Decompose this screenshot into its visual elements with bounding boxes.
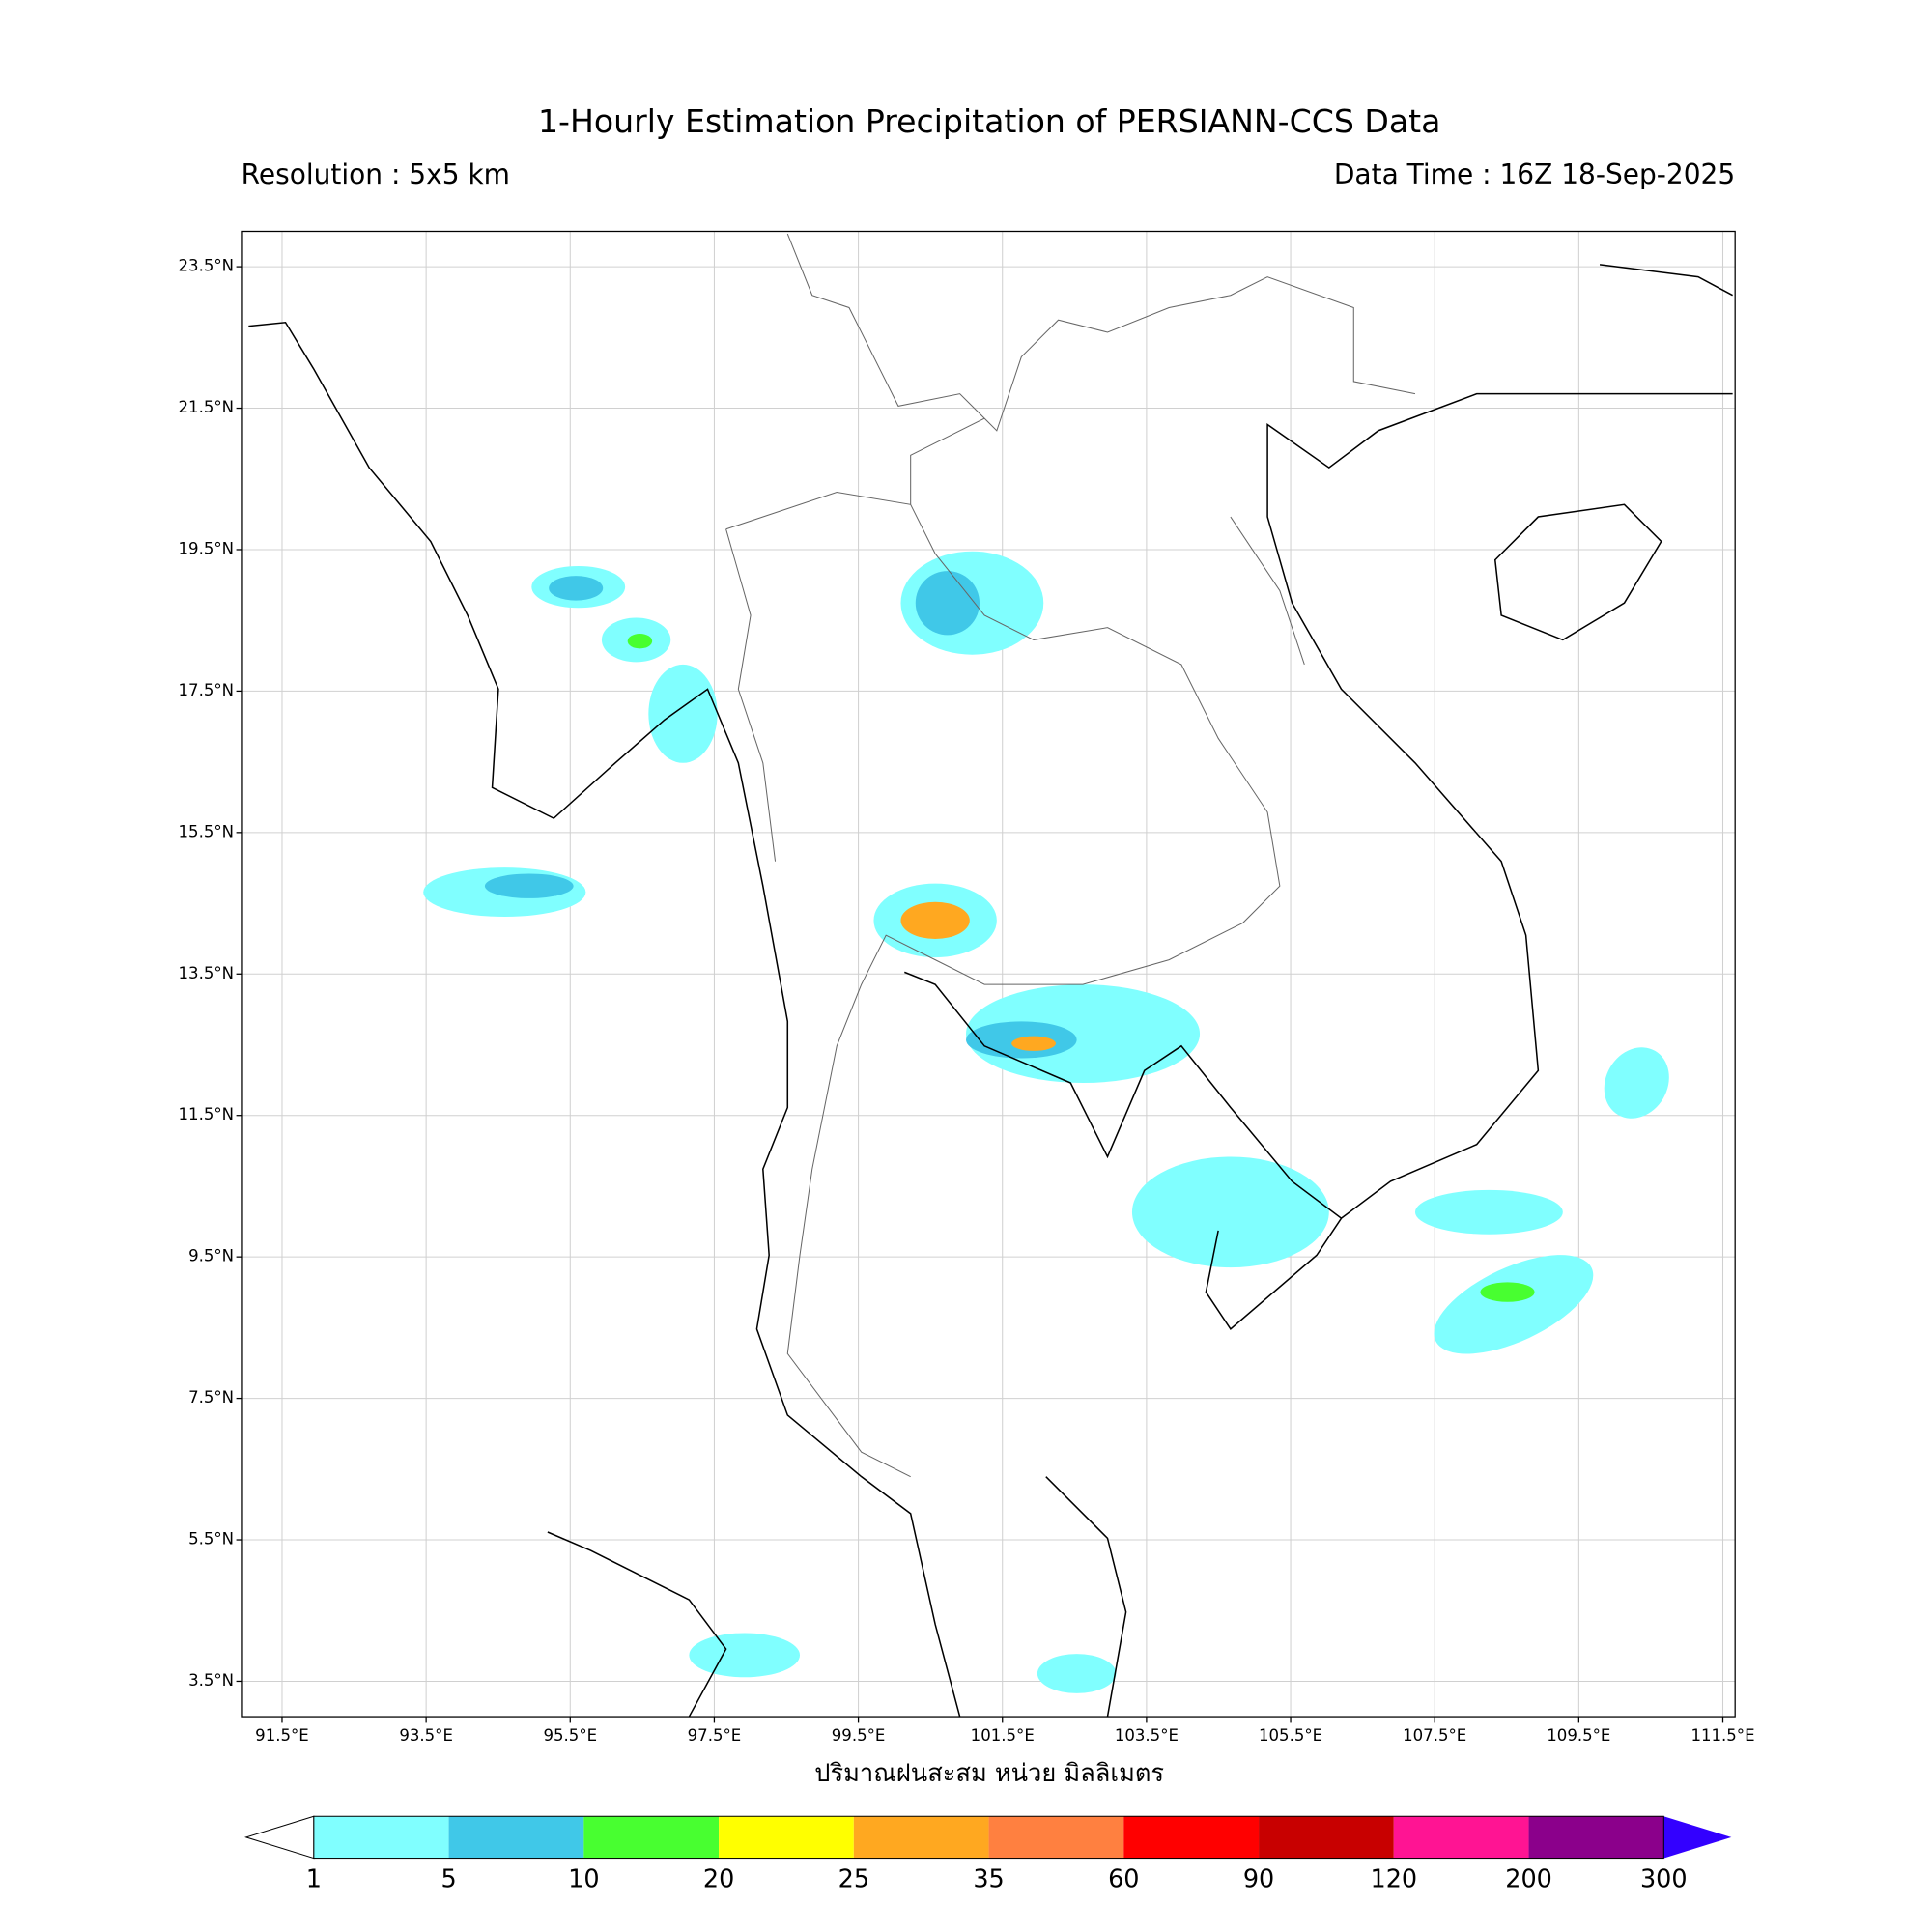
coastline <box>904 392 1733 1330</box>
rain-area <box>1604 1047 1669 1119</box>
colorbar-segment <box>1123 1816 1260 1859</box>
colorbar-label: 25 <box>838 1864 869 1893</box>
colorbar-label: 60 <box>1108 1864 1139 1893</box>
rain-area <box>484 873 574 898</box>
colorbar-segment <box>988 1816 1124 1859</box>
rain-area <box>1011 1036 1056 1051</box>
rain-area <box>900 901 970 939</box>
border <box>786 233 1416 666</box>
y-tick-label: 5.5°N <box>188 1530 234 1548</box>
x-tick-label: 93.5°E <box>399 1726 453 1745</box>
colorbar-label: 90 <box>1243 1864 1274 1893</box>
rain-area <box>689 1633 801 1678</box>
x-tick-label: 103.5°E <box>1115 1726 1179 1745</box>
x-tick-label: 97.5°E <box>688 1726 742 1745</box>
colorbar: 1 5 10 20 25 35 60 90 120 200 300 <box>244 1815 1732 1893</box>
title: 1-Hourly Estimation Precipitation of PER… <box>538 102 1440 140</box>
y-tick-label: 9.5°N <box>188 1247 234 1265</box>
y-tick-label: 7.5°N <box>188 1388 234 1406</box>
colorbar-label: 35 <box>973 1864 1004 1893</box>
colorbar-frame <box>313 1815 1664 1860</box>
colorbar-label: 1 <box>306 1864 322 1893</box>
coastline <box>248 321 961 1718</box>
rain-area <box>1037 1654 1117 1693</box>
y-tick-label: 21.5°N <box>179 398 235 416</box>
colorbar-segment <box>1528 1816 1664 1859</box>
coastlines <box>248 264 1733 1718</box>
colorbar-label: 5 <box>440 1864 456 1893</box>
colorbar-segment <box>1393 1816 1529 1859</box>
colorbar-label: 120 <box>1370 1864 1417 1893</box>
coastline <box>1493 503 1662 641</box>
rain-area <box>966 984 1201 1084</box>
x-axis-label: ปริมาณฝนสะสม หน่วย มิลลิเมตร <box>814 1759 1164 1788</box>
borders <box>725 233 1416 1478</box>
x-tick-label: 95.5°E <box>543 1726 597 1745</box>
rain-area <box>1131 1156 1329 1268</box>
x-tick-label: 105.5°E <box>1259 1726 1322 1745</box>
x-tick-label: 101.5°E <box>971 1726 1035 1745</box>
x-tick-label: 111.5°E <box>1690 1726 1754 1745</box>
y-tick-label: 13.5°N <box>179 964 235 982</box>
precipitation <box>423 551 1669 1693</box>
rain-area <box>1434 1255 1594 1354</box>
colorbar-over <box>1663 1816 1732 1859</box>
colorbar-label: 10 <box>568 1864 599 1893</box>
colorbar-segment <box>719 1816 854 1859</box>
x-tick-label: 99.5°E <box>832 1726 886 1745</box>
colorbar-segment <box>313 1816 449 1859</box>
data-time: Data Time : 16Z 18-Sep-2025 <box>1334 158 1735 190</box>
coastline <box>1599 264 1733 297</box>
coastline <box>547 1476 1127 1718</box>
y-tick-label: 17.5°N <box>179 681 235 699</box>
colorbar-label: 200 <box>1505 1864 1552 1893</box>
colorbar-segment <box>448 1816 584 1859</box>
border <box>725 492 1281 1478</box>
colorbar-label: 20 <box>703 1864 734 1893</box>
y-tick-label: 15.5°N <box>179 822 235 840</box>
colorbar-segment <box>853 1816 989 1859</box>
x-tick-label: 107.5°E <box>1403 1726 1466 1745</box>
map <box>242 230 1736 1718</box>
x-tick-label: 91.5°E <box>255 1726 309 1745</box>
y-tick-label: 19.5°N <box>179 539 235 557</box>
rain-area <box>549 576 604 601</box>
y-tick-label: 11.5°N <box>179 1105 235 1123</box>
rain-area <box>1480 1282 1535 1302</box>
x-tick-label: 109.5°E <box>1547 1726 1610 1745</box>
y-tick-label: 23.5°N <box>179 257 235 275</box>
colorbar-label: 300 <box>1640 1864 1688 1893</box>
rain-area <box>915 571 980 636</box>
colorbar-segment <box>583 1816 720 1859</box>
colorbar-under <box>244 1815 315 1860</box>
rain-area <box>648 664 718 763</box>
y-tick-label: 3.5°N <box>188 1671 234 1690</box>
resolution: Resolution : 5x5 km <box>242 158 510 190</box>
rain-area <box>627 634 653 649</box>
rain-area <box>1414 1189 1563 1235</box>
colorbar-segment <box>1259 1816 1394 1859</box>
grid <box>242 231 1736 1718</box>
